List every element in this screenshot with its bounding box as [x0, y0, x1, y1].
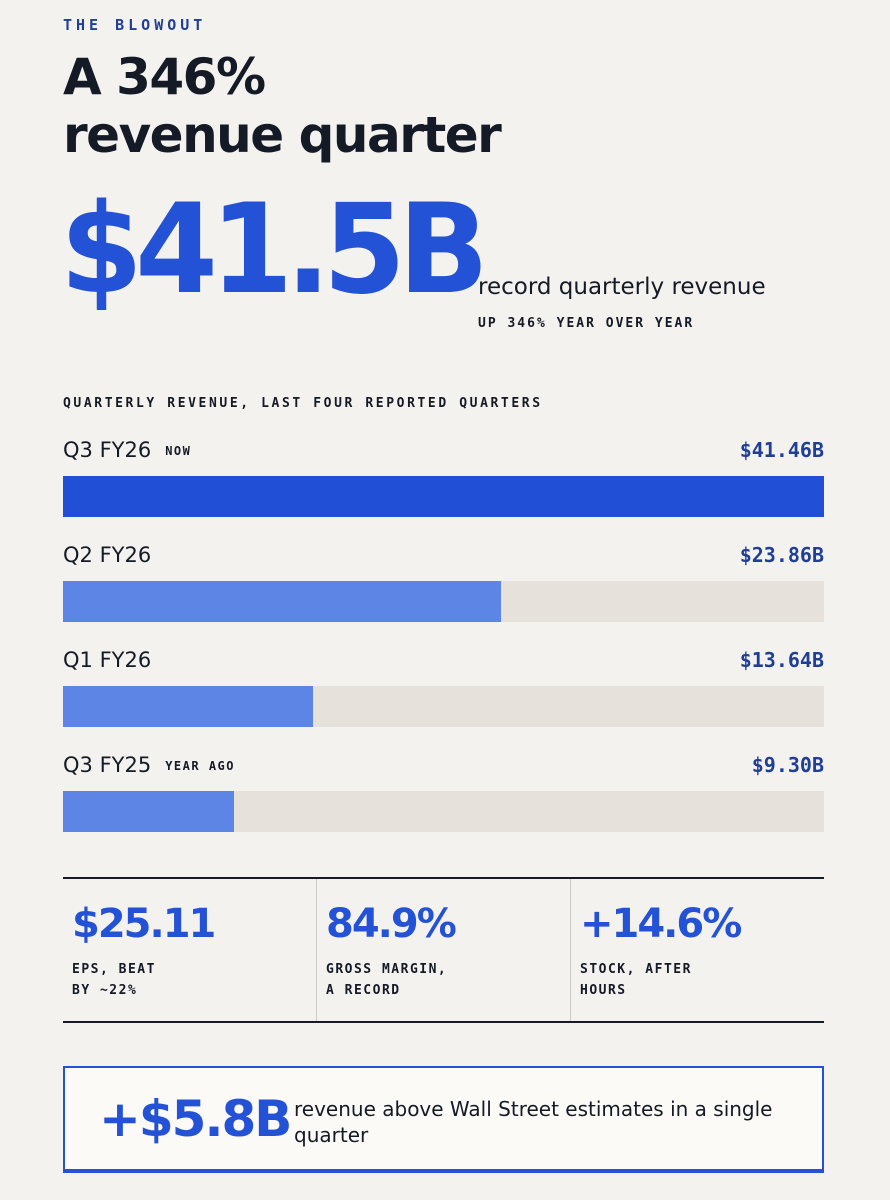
key-stats: $25.11 EPS, BEAT BY ~22% 84.9% GROSS MAR…	[63, 877, 824, 1023]
bar-category-name: Q1 FY26	[63, 648, 152, 672]
bar-fill	[63, 686, 314, 727]
headline-line-1: A 346%	[63, 48, 266, 106]
eyebrow-label: THE BLOWOUT	[63, 16, 207, 34]
bar-row: Q3 FY26 NOW $41.46B	[63, 432, 824, 537]
stat-value: $25.11	[72, 901, 216, 947]
bar-row-header: Q1 FY26 $13.64B	[63, 642, 824, 686]
bar-row-header: Q3 FY26 NOW $41.46B	[63, 432, 824, 476]
bar-category-name: Q3 FY25	[63, 753, 152, 777]
bar-row-header: Q3 FY25 YEAR AGO $9.30B	[63, 747, 824, 791]
stat-label: GROSS MARGIN, A RECORD	[326, 962, 448, 998]
stat-stock: +14.6% STOCK, AFTER HOURS	[571, 879, 824, 1021]
bar-row-header: Q2 FY26 $23.86B	[63, 537, 824, 581]
bar-category-label: Q2 FY26	[63, 543, 151, 567]
bar-category-label: Q3 FY26 NOW	[63, 438, 191, 462]
bar-category-label: Q1 FY26	[63, 648, 151, 672]
chart-title: QUARTERLY REVENUE, LAST FOUR REPORTED QU…	[63, 396, 543, 411]
hero-subcaption: UP 346% YEAR OVER YEAR	[478, 316, 695, 331]
bar-track	[63, 476, 824, 517]
stat-value: +14.6%	[580, 901, 742, 947]
stat-gross-margin: 84.9% GROSS MARGIN, A RECORD	[317, 879, 571, 1021]
bar-row: Q2 FY26 $23.86B	[63, 537, 824, 642]
bar-fill	[63, 581, 501, 622]
bar-value-label: $13.64B	[739, 648, 824, 672]
bar-value-label: $9.30B	[751, 753, 824, 777]
bar-value-label: $23.86B	[739, 543, 824, 567]
headline-line-2: revenue quarter	[63, 106, 502, 164]
hero-revenue-value: $41.5B	[60, 178, 489, 322]
bar-track	[63, 791, 824, 832]
bar-fill	[63, 476, 824, 517]
bar-category-name: Q3 FY26	[63, 438, 152, 462]
estimate-beat-callout: +$5.8B revenue above Wall Street estimat…	[63, 1066, 824, 1173]
bar-category-tag: NOW	[165, 444, 192, 458]
bar-value-label: $41.46B	[739, 438, 824, 462]
revenue-bar-chart: Q3 FY26 NOW $41.46B Q2 FY26 $23.86B Q1 FY…	[63, 432, 824, 852]
hero-caption: record quarterly revenue	[478, 274, 766, 300]
bar-row: Q1 FY26 $13.64B	[63, 642, 824, 747]
bar-row: Q3 FY25 YEAR AGO $9.30B	[63, 747, 824, 852]
bar-category-tag: YEAR AGO	[165, 759, 235, 773]
stat-eps: $25.11 EPS, BEAT BY ~22%	[63, 879, 317, 1021]
bar-category-label: Q3 FY25 YEAR AGO	[63, 753, 235, 777]
stat-label: STOCK, AFTER HOURS	[580, 962, 692, 998]
stat-value: 84.9%	[326, 901, 457, 947]
page-title: A 346% revenue quarter	[63, 48, 783, 164]
callout-value: +$5.8B	[99, 1090, 292, 1148]
stat-label: EPS, BEAT BY ~22%	[72, 962, 156, 998]
callout-text: revenue above Wall Street estimates in a…	[294, 1097, 773, 1147]
bar-fill	[63, 791, 234, 832]
bar-track	[63, 581, 824, 622]
bar-category-name: Q2 FY26	[63, 543, 152, 567]
bar-track	[63, 686, 824, 727]
